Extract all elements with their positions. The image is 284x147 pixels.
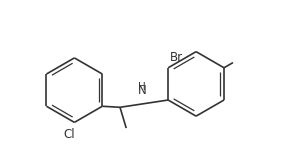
Text: Cl: Cl — [63, 128, 75, 141]
Text: H: H — [138, 82, 146, 92]
Text: N: N — [138, 84, 146, 97]
Text: Br: Br — [170, 51, 183, 64]
